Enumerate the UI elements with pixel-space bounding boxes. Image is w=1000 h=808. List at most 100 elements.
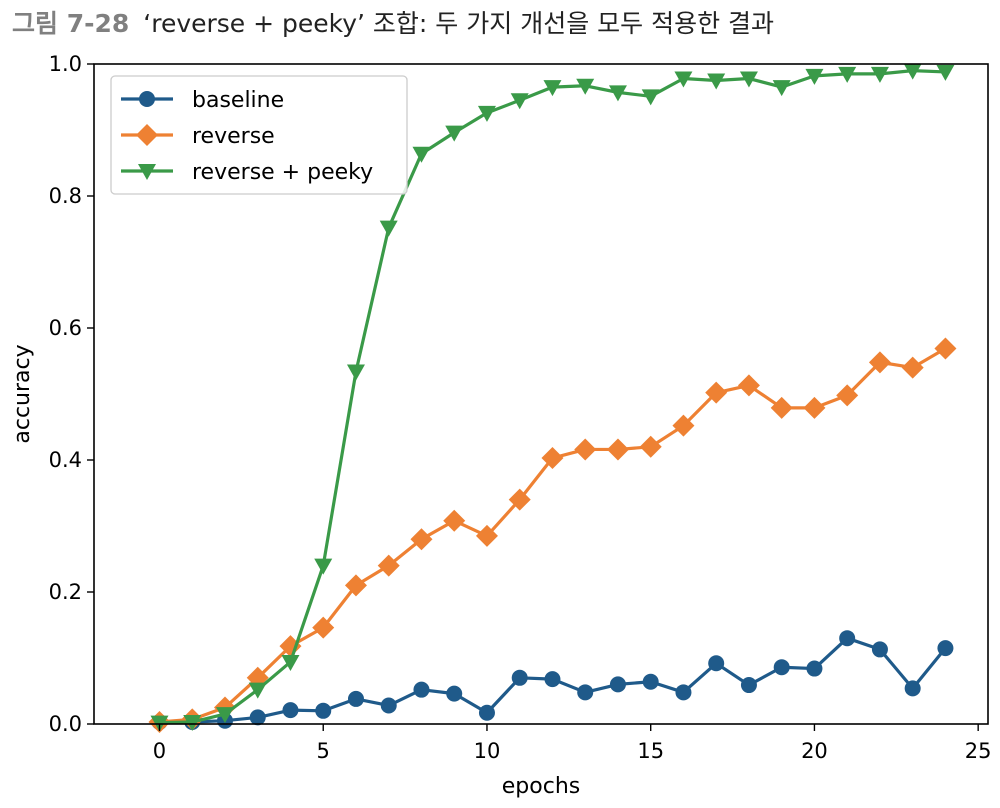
legend-item: baseline — [121, 88, 284, 113]
data-point — [577, 684, 594, 701]
data-point — [412, 146, 431, 163]
data-point — [544, 671, 561, 688]
y-tick-label: 0.8 — [49, 184, 82, 208]
data-point — [803, 396, 826, 419]
data-point — [541, 447, 564, 470]
data-point — [737, 374, 760, 397]
legend-item: reverse + peeky — [121, 160, 373, 185]
data-point — [868, 351, 891, 374]
data-point — [642, 673, 659, 690]
data-point — [279, 635, 302, 658]
data-point — [674, 71, 693, 88]
data-point — [314, 558, 333, 575]
x-tick-label: 10 — [474, 739, 501, 763]
x-axis: 0 5 10 15 20 25 — [153, 724, 992, 763]
data-point — [806, 660, 823, 677]
legend: baseline reverse reverse + peeky — [110, 75, 408, 195]
data-point — [413, 681, 430, 698]
data-point — [739, 71, 758, 88]
data-point — [183, 715, 202, 732]
data-point — [871, 641, 888, 658]
x-tick-label: 0 — [153, 739, 166, 763]
data-point — [510, 93, 529, 110]
y-axis: 0.0 0.2 0.4 0.6 0.8 1.0 — [49, 52, 94, 736]
data-point — [836, 384, 859, 407]
y-tick-label: 0.6 — [49, 316, 82, 340]
data-point — [377, 554, 400, 577]
data-point — [934, 337, 957, 360]
data-point — [772, 80, 791, 97]
data-point — [609, 676, 626, 693]
y-tick-label: 1.0 — [49, 52, 82, 76]
data-point — [446, 685, 463, 702]
data-point — [805, 68, 824, 85]
data-point — [838, 66, 857, 83]
x-tick-label: 15 — [637, 739, 664, 763]
legend-frame — [110, 75, 408, 195]
data-point — [639, 435, 662, 458]
x-axis-label: epochs — [502, 774, 580, 799]
data-point — [576, 78, 595, 95]
data-point — [672, 414, 695, 437]
data-point — [839, 630, 856, 647]
y-tick-label: 0.4 — [49, 448, 82, 472]
figure-caption: 그림 7-28 ‘reverse + peeky’ 조합: 두 가지 개선을 모두… — [12, 4, 774, 44]
data-point — [475, 524, 498, 547]
data-point — [543, 80, 562, 97]
y-tick-label: 0.2 — [49, 580, 82, 604]
legend-swatch-marker — [136, 124, 158, 146]
data-point — [903, 63, 922, 80]
series-baseline — [151, 630, 954, 731]
figure-caption-text: ‘reverse + peeky’ 조합: 두 가지 개선을 모두 적용한 결과 — [143, 9, 775, 38]
data-point — [901, 356, 924, 379]
data-point — [937, 640, 954, 657]
plot-area — [148, 63, 957, 734]
x-tick-label: 20 — [801, 739, 828, 763]
data-point — [477, 105, 496, 122]
data-point — [215, 707, 234, 724]
data-point — [511, 669, 528, 686]
legend-label: baseline — [192, 88, 284, 113]
data-point — [248, 682, 267, 699]
data-point — [281, 654, 300, 671]
data-point — [478, 704, 495, 721]
y-tick-label: 0.0 — [49, 712, 82, 736]
legend-item: reverse — [121, 124, 275, 149]
data-point — [282, 702, 299, 719]
data-point — [870, 66, 889, 83]
data-point — [740, 677, 757, 694]
data-point — [508, 488, 531, 511]
legend-swatch-marker — [139, 91, 155, 107]
data-point — [312, 616, 335, 639]
data-point — [773, 659, 790, 676]
data-point — [410, 528, 433, 551]
plot-frame — [93, 63, 989, 725]
data-point — [641, 89, 660, 106]
data-point — [708, 655, 725, 672]
series-line — [159, 347, 947, 724]
data-point — [574, 438, 597, 461]
x-tick-label: 25 — [965, 739, 992, 763]
data-point — [380, 697, 397, 714]
data-point — [445, 125, 464, 142]
data-point — [904, 680, 921, 697]
data-point — [249, 709, 266, 726]
y-axis-label: accuracy — [10, 344, 35, 443]
legend-label: reverse + peeky — [192, 160, 373, 185]
data-point — [675, 684, 692, 701]
data-point — [346, 364, 365, 381]
data-point — [705, 381, 728, 404]
data-point — [707, 73, 726, 90]
data-point — [344, 574, 367, 597]
x-tick-label: 5 — [317, 739, 330, 763]
data-point — [770, 396, 793, 419]
data-point — [347, 690, 364, 707]
data-point — [443, 509, 466, 532]
data-point — [608, 85, 627, 102]
figure-number: 그림 7-28 — [12, 9, 130, 38]
data-point — [606, 438, 629, 461]
data-point — [936, 64, 955, 81]
legend-label: reverse — [192, 124, 275, 149]
data-point — [379, 220, 398, 237]
